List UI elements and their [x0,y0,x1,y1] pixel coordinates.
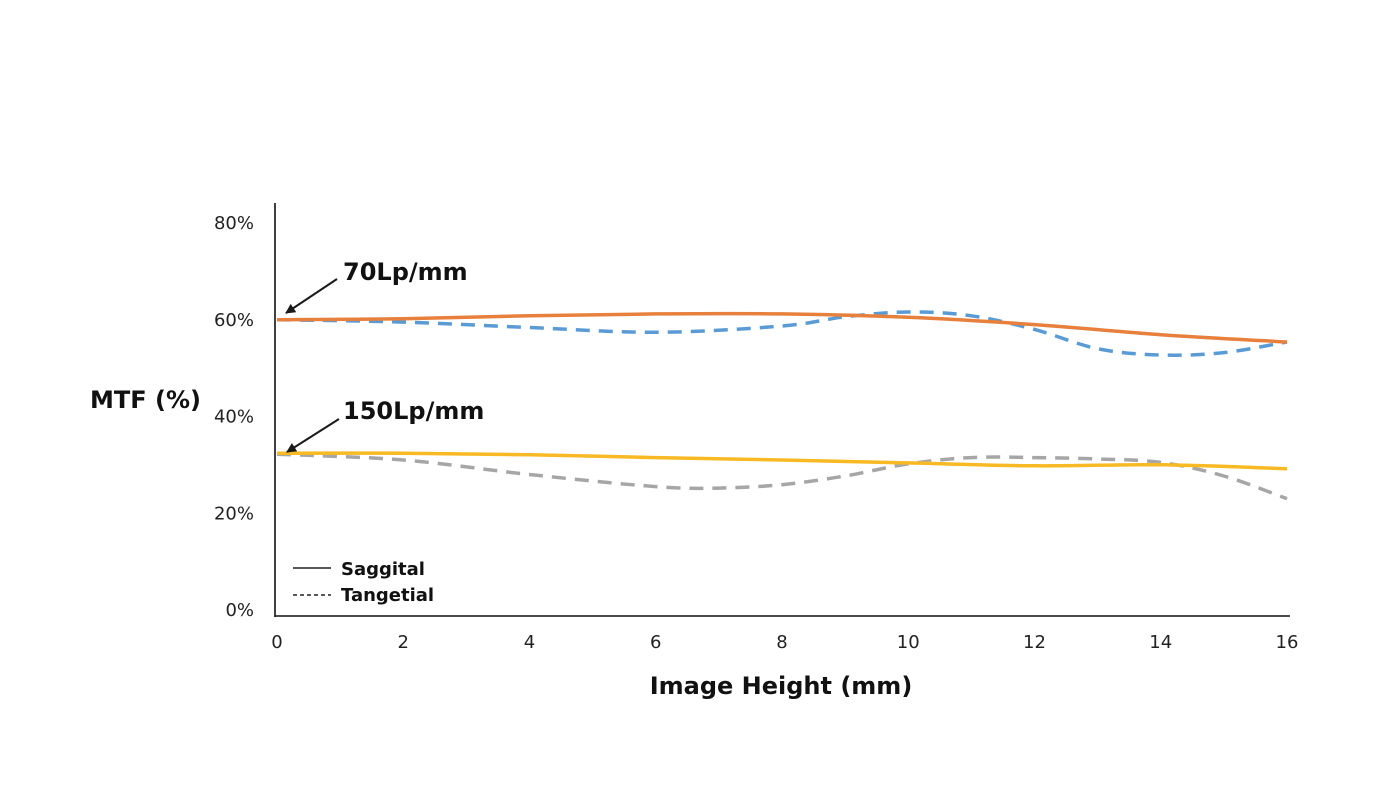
x-tick-label: 10 [897,632,920,653]
annotation-arrow-150lp [286,418,340,453]
annotation-70lp: 70Lp/mm [285,258,468,314]
legend-label-tangetial: Tangetial [341,585,434,606]
x-tick-label: 8 [776,632,787,653]
y-tick-label: 20% [214,503,254,524]
x-tick-labels: 0 2 4 6 8 10 12 14 16 [271,632,1298,653]
x-tick-label: 4 [524,632,535,653]
x-tick-label: 6 [650,632,661,653]
x-axis-title: Image Height (mm) [650,672,913,700]
y-tick-labels: 0% 20% 40% 60% 80% [214,213,254,621]
y-tick-label: 0% [225,600,254,621]
annotation-arrow-70lp [285,278,338,314]
legend: Saggital Tangetial [293,559,434,606]
annotation-label-150lp: 150Lp/mm [343,397,484,425]
series-line-150lpmm-solid [276,451,1288,471]
x-tick-label: 16 [1276,632,1299,653]
x-tick-label: 14 [1149,632,1172,653]
annotation-label-70lp: 70Lp/mm [343,258,468,286]
annotation-150lp: 150Lp/mm [286,397,484,453]
series-line-150lpmm-dashed [276,452,1288,501]
series-lines [276,310,1288,501]
y-tick-label: 80% [214,213,254,234]
legend-label-saggital: Saggital [341,559,425,580]
y-axis-title: MTF (%) [90,386,201,414]
x-tick-label: 12 [1023,632,1046,653]
y-tick-label: 40% [214,407,254,428]
series-line-70lpmm-solid [276,311,1288,344]
y-tick-label: 60% [214,310,254,331]
x-tick-label: 2 [398,632,409,653]
x-tick-label: 0 [271,632,282,653]
